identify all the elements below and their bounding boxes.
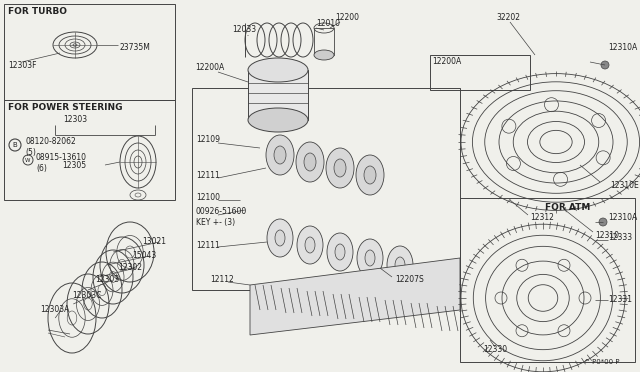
Ellipse shape [326,148,354,188]
Ellipse shape [357,239,383,277]
Text: 00926-51600: 00926-51600 [196,208,247,217]
Ellipse shape [304,153,316,171]
Text: W: W [25,157,31,163]
Circle shape [599,218,607,226]
Text: 12303A: 12303A [40,305,69,314]
Text: 23735M: 23735M [120,42,151,51]
Ellipse shape [387,246,413,284]
Text: 12303C: 12303C [72,291,101,299]
Bar [460,198,635,362]
Ellipse shape [296,142,324,182]
Text: 13021: 13021 [142,237,166,247]
Ellipse shape [314,50,334,60]
Text: FOR ATM: FOR ATM [545,203,590,212]
Text: 12010: 12010 [316,19,340,29]
Text: 12207S: 12207S [395,276,424,285]
Text: 12303: 12303 [63,115,87,125]
Text: 12033: 12033 [232,26,256,35]
Text: 12302: 12302 [118,263,142,273]
Ellipse shape [248,108,308,132]
Text: 12111: 12111 [196,241,220,250]
Ellipse shape [365,250,375,266]
Ellipse shape [248,58,308,82]
Text: 12200A: 12200A [432,58,461,67]
Ellipse shape [274,146,286,164]
Bar [192,88,460,290]
Ellipse shape [305,237,315,253]
Ellipse shape [267,219,293,257]
Text: 08915-13610: 08915-13610 [36,154,87,163]
Text: KEY +- (3): KEY +- (3) [196,218,235,227]
Text: 15043: 15043 [132,251,156,260]
Text: B: B [13,142,17,148]
Text: 12333: 12333 [608,234,632,243]
Bar [4,4,175,100]
Text: 12111: 12111 [196,170,220,180]
Circle shape [601,61,609,69]
Text: 08120-82062: 08120-82062 [25,138,76,147]
Bar [430,55,530,90]
Text: 32202: 32202 [496,13,520,22]
Text: 12330: 12330 [483,346,507,355]
Text: 12310A: 12310A [608,44,637,52]
Text: ^ P0*00 P: ^ P0*00 P [584,359,620,365]
Text: 12109: 12109 [196,135,220,144]
Ellipse shape [356,155,384,195]
Text: 12100: 12100 [196,193,220,202]
Ellipse shape [395,257,405,273]
Text: 12312: 12312 [530,214,554,222]
Ellipse shape [327,233,353,271]
Text: 12200A: 12200A [195,64,224,73]
Ellipse shape [364,166,376,184]
Text: 12200: 12200 [335,13,359,22]
Polygon shape [250,258,460,335]
Text: (6): (6) [36,164,47,173]
Text: 12331: 12331 [608,295,632,305]
Ellipse shape [266,135,294,175]
Bar [4,100,175,200]
Text: FOR TURBO: FOR TURBO [8,7,67,16]
Text: 12303: 12303 [95,276,119,285]
Bar [314,28,334,55]
Text: 12305: 12305 [62,160,86,170]
Text: 12310A: 12310A [608,214,637,222]
Text: (5): (5) [25,148,36,157]
Text: 12310E: 12310E [610,180,639,189]
Text: FOR POWER STEERING: FOR POWER STEERING [8,103,122,112]
Ellipse shape [334,159,346,177]
Bar [248,70,308,120]
Text: 12112: 12112 [210,276,234,285]
Text: 12303F: 12303F [8,61,36,70]
Ellipse shape [335,244,345,260]
Ellipse shape [275,230,285,246]
Ellipse shape [297,226,323,264]
Text: 12310: 12310 [595,231,619,240]
